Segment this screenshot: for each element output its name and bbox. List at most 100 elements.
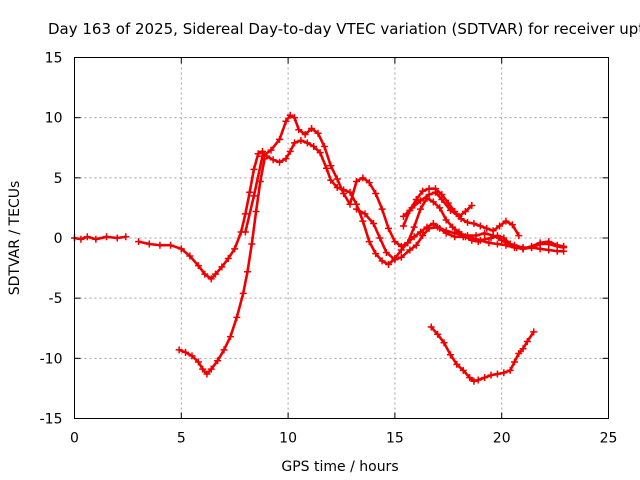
data-point	[425, 185, 433, 193]
data-point	[77, 235, 85, 243]
data-point	[434, 330, 442, 338]
data-point	[493, 240, 501, 248]
data-point	[145, 240, 153, 248]
data-point	[233, 313, 241, 321]
data-point	[224, 254, 232, 262]
data-point	[502, 217, 510, 225]
data-point	[103, 233, 111, 241]
data-point	[474, 376, 482, 384]
y-tick-label: 5	[54, 171, 63, 187]
data-point	[370, 220, 378, 228]
y-tick-label: -10	[40, 351, 63, 367]
data-point	[220, 346, 228, 354]
data-point	[261, 155, 269, 163]
series-mid-wave	[399, 188, 476, 220]
data-point	[327, 176, 335, 184]
data-point	[122, 233, 130, 241]
data-point	[515, 232, 523, 240]
x-tick-label: 10	[279, 431, 297, 447]
data-point	[464, 218, 472, 226]
data-point	[519, 244, 527, 252]
data-point	[256, 177, 264, 185]
data-point	[470, 377, 478, 385]
data-point	[175, 346, 183, 354]
data-point	[476, 222, 484, 230]
data-point	[365, 238, 373, 246]
data-point	[489, 227, 497, 235]
data-point	[431, 188, 439, 196]
data-point	[399, 212, 407, 220]
data-point	[226, 333, 234, 341]
data-point	[412, 241, 420, 249]
data-point	[391, 256, 399, 264]
data-point	[359, 217, 367, 225]
data-point	[282, 117, 290, 125]
data-point	[378, 257, 386, 265]
data-point	[244, 268, 252, 276]
data-point	[201, 270, 209, 278]
data-point	[530, 328, 538, 336]
series-low-branch-1	[175, 155, 269, 378]
data-point	[406, 246, 414, 254]
data-point	[483, 224, 491, 232]
x-tick-label: 15	[386, 431, 404, 447]
data-point	[412, 195, 420, 203]
data-point	[519, 345, 527, 353]
data-point	[286, 111, 294, 119]
series-main	[71, 233, 130, 243]
data-point	[468, 236, 476, 244]
data-point	[410, 223, 418, 231]
data-point	[314, 129, 322, 137]
data-point	[404, 239, 412, 247]
data-point	[207, 275, 215, 283]
data-point	[372, 189, 380, 197]
x-tick-label: 25	[600, 431, 618, 447]
data-point	[291, 139, 299, 147]
data-point	[177, 245, 185, 253]
data-point	[359, 174, 367, 182]
data-point	[135, 238, 143, 246]
data-point	[487, 371, 495, 379]
data-point	[545, 246, 553, 254]
data-point	[254, 150, 262, 158]
series-ridge	[352, 205, 568, 264]
data-point	[365, 179, 373, 187]
data-point	[372, 250, 380, 258]
y-axis-title: SDTVAR / TECUs	[7, 181, 23, 296]
data-point	[376, 234, 384, 242]
data-point	[449, 223, 457, 231]
data-point	[511, 241, 519, 249]
data-point	[218, 263, 226, 271]
data-point	[425, 191, 433, 199]
data-point	[92, 235, 100, 243]
data-point	[442, 216, 450, 224]
data-point	[464, 232, 472, 240]
data-point	[327, 162, 335, 170]
series-main	[135, 137, 568, 283]
data-point	[536, 239, 544, 247]
data-point	[446, 206, 454, 214]
data-point	[239, 289, 247, 297]
data-point	[528, 244, 536, 252]
data-point	[199, 365, 207, 373]
data-point	[408, 204, 416, 212]
data-point	[241, 228, 249, 236]
data-point	[203, 370, 211, 378]
data-point	[500, 369, 508, 377]
y-tick-label: -5	[49, 291, 63, 307]
data-point	[498, 236, 506, 244]
data-point	[188, 352, 196, 360]
y-tick-label: 15	[45, 51, 63, 67]
data-point	[167, 241, 175, 249]
data-point	[194, 358, 202, 366]
data-point	[182, 348, 190, 356]
data-point	[269, 156, 277, 164]
data-point	[429, 220, 437, 228]
data-point	[295, 126, 303, 134]
data-point	[399, 222, 407, 230]
data-point	[303, 139, 311, 147]
data-point	[301, 131, 309, 139]
data-point	[397, 242, 405, 250]
data-point	[214, 357, 222, 365]
data-point	[276, 158, 284, 166]
